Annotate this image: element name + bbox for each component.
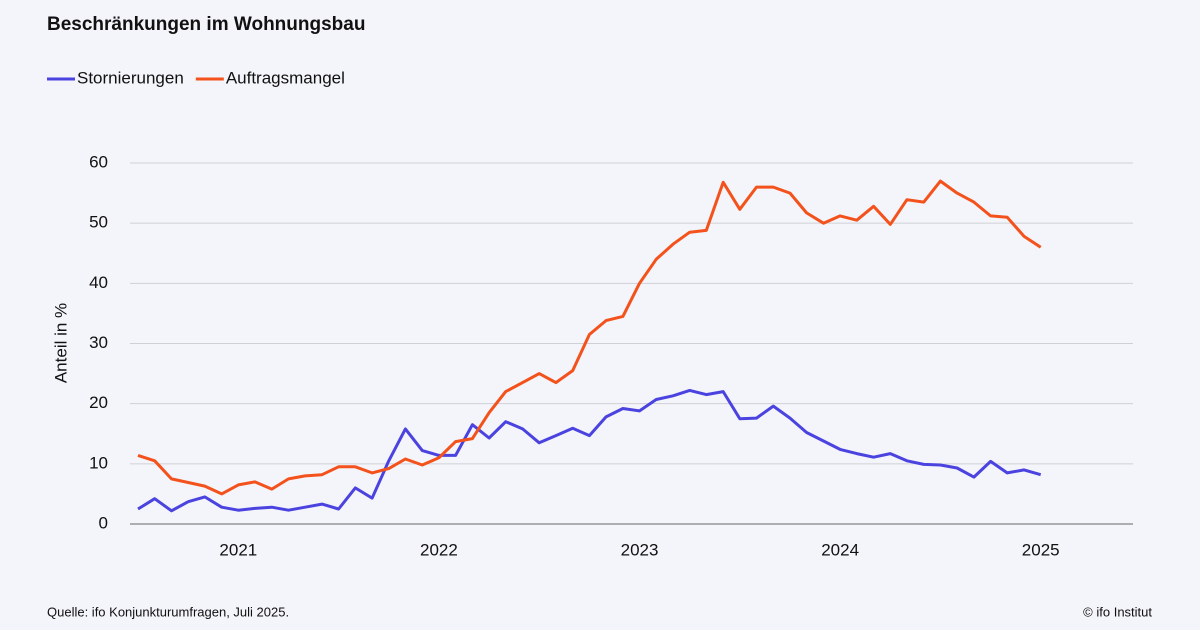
y-tick-label: 20 <box>89 393 108 412</box>
y-axis-label: Anteil in % <box>51 303 70 383</box>
x-tick-label: 2023 <box>621 540 659 559</box>
y-tick-label: 0 <box>99 513 108 532</box>
y-tick-label: 40 <box>89 273 108 292</box>
x-tick-label: 2021 <box>219 540 257 559</box>
credit: © ifo Institut <box>1083 604 1152 619</box>
source-note: Quelle: ifo Konjunkturumfragen, Juli 202… <box>47 604 289 619</box>
y-tick-label: 60 <box>89 152 108 171</box>
y-tick-label: 50 <box>89 213 108 232</box>
x-tick-label: 2022 <box>420 540 458 559</box>
legend-label: Auftragsmangel <box>226 68 345 87</box>
x-tick-label: 2025 <box>1022 540 1060 559</box>
series-line <box>137 388 1042 513</box>
chart-title: Beschränkungen im Wohnungsbau <box>47 14 365 35</box>
y-tick-label: 10 <box>89 453 108 472</box>
y-tick-label: 30 <box>89 333 108 352</box>
legend-label: Stornierungen <box>77 68 184 87</box>
series-line <box>137 179 1042 496</box>
x-tick-label: 2024 <box>821 540 859 559</box>
